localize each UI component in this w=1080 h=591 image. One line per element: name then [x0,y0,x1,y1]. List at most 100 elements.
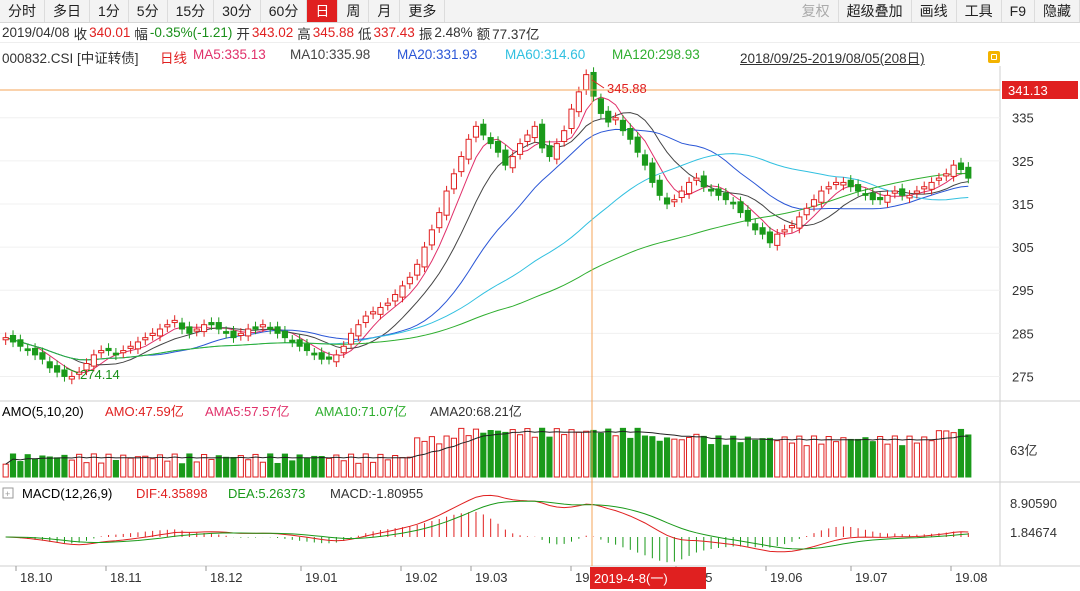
candle-body [436,212,443,229]
volume-bar [531,436,538,478]
volume-tick: 63亿 [1010,443,1037,458]
min-label: 274.14 [80,367,120,382]
period-tab-9[interactable]: 月 [369,0,401,22]
volume-bar [641,435,649,478]
ma120-value: MA120:298.93 [612,47,700,62]
period-tab-3[interactable]: 5分 [129,0,168,22]
candle-body [737,201,744,214]
lock-icon[interactable] [988,51,1000,63]
candle-body [788,225,796,229]
volume-bar [127,457,134,478]
volume-bar [31,458,39,478]
candle-body [935,177,943,181]
period-tab-6[interactable]: 60分 [261,0,308,22]
candle-body [884,194,891,203]
tool-button-2[interactable]: 画线 [912,0,957,22]
period-label: 日线 [160,51,187,66]
period-tab-1[interactable]: 多日 [45,0,90,22]
candle-body [399,285,406,298]
volume-bar [708,444,715,478]
quote-info-bar: 2019/04/08 收 340.01 幅 -0.35%(-1.21) 开 34… [0,23,1080,43]
candle-body [597,98,604,114]
volume-bar [274,462,281,478]
macd-expand-plus: + [5,489,10,499]
ma60-line [5,153,969,361]
macd-expand-icon[interactable] [2,487,14,499]
volume-bar [39,455,46,478]
candle-body [164,324,171,328]
volume-bar [296,454,303,478]
volume-bar [928,440,935,478]
cursor-price-badge [1002,81,1078,99]
candle-body [730,201,737,205]
volume-bar [46,456,53,478]
volume-bar [333,454,340,478]
volume-bar [575,431,582,478]
volume-bar [17,461,24,478]
candle-body [333,354,340,363]
x-tick-9: 19.07 [855,570,888,585]
tool-button-3[interactable]: 工具 [957,0,1002,22]
volume-bar [899,445,906,478]
candle-body [744,209,751,222]
volume-bar [480,432,487,478]
candle-body [943,173,950,177]
date-range[interactable]: 2018/09/25-2019/08/05(208日) [740,51,925,66]
candle-body [281,330,288,339]
macd-tick-mid: 1.84674 [1010,525,1057,540]
price-tick-1: 325 [1012,154,1034,169]
tool-button-4[interactable]: F9 [1002,0,1035,22]
volume-bar [68,459,75,478]
candle-body [443,190,450,216]
volume-bar [171,453,178,478]
volume-bar [943,430,950,478]
candle-body [516,143,524,155]
ma10-value: MA10:335.98 [290,47,371,62]
candle-body [627,128,634,140]
candle-body [112,352,119,356]
period-tab-7[interactable]: 日 [307,0,339,22]
volume-bar [730,435,737,478]
candle-body [810,199,818,207]
candle-body [531,125,538,139]
volume-bar [443,435,450,478]
volume-bar [450,437,458,478]
candle-body [539,123,546,149]
tool-button-1[interactable]: 超级叠加 [839,0,912,22]
volume-bar [436,443,443,478]
volume-bar [156,454,164,478]
volume-bar [76,453,83,478]
period-tab-5[interactable]: 30分 [214,0,261,22]
candle-body [891,190,898,194]
candle-body [384,302,391,306]
candle-body [178,322,186,330]
low-value: 337.43 [373,25,415,40]
volume-bar [465,435,472,478]
ma20-value: MA20:331.93 [397,47,478,62]
cursor-date: 2019-4-8(一) [594,571,668,586]
volume-bar [590,429,597,478]
period-tab-4[interactable]: 15分 [168,0,215,22]
candle-body [325,356,333,360]
volume-bar [656,440,663,478]
candle-body [186,326,193,334]
volume-bar [215,455,222,478]
volume-bar [825,436,832,478]
x-tick-5: 19.03 [475,570,508,585]
high-label: 高 [297,26,311,42]
tool-button-0[interactable]: 复权 [794,0,839,22]
candle-body [362,315,369,324]
candle-body [759,227,766,235]
dea-line [5,500,969,550]
candle-body [546,145,553,158]
volume-bar [737,442,744,478]
period-tab-8[interactable]: 周 [338,0,370,22]
volume-bar [149,458,156,478]
volume-bar [318,456,325,478]
period-tab-2[interactable]: 1分 [90,0,129,22]
candle-body [715,188,722,196]
period-tab-0[interactable]: 分时 [0,0,45,22]
candle-body [90,354,97,367]
period-tab-10[interactable]: 更多 [400,0,446,22]
